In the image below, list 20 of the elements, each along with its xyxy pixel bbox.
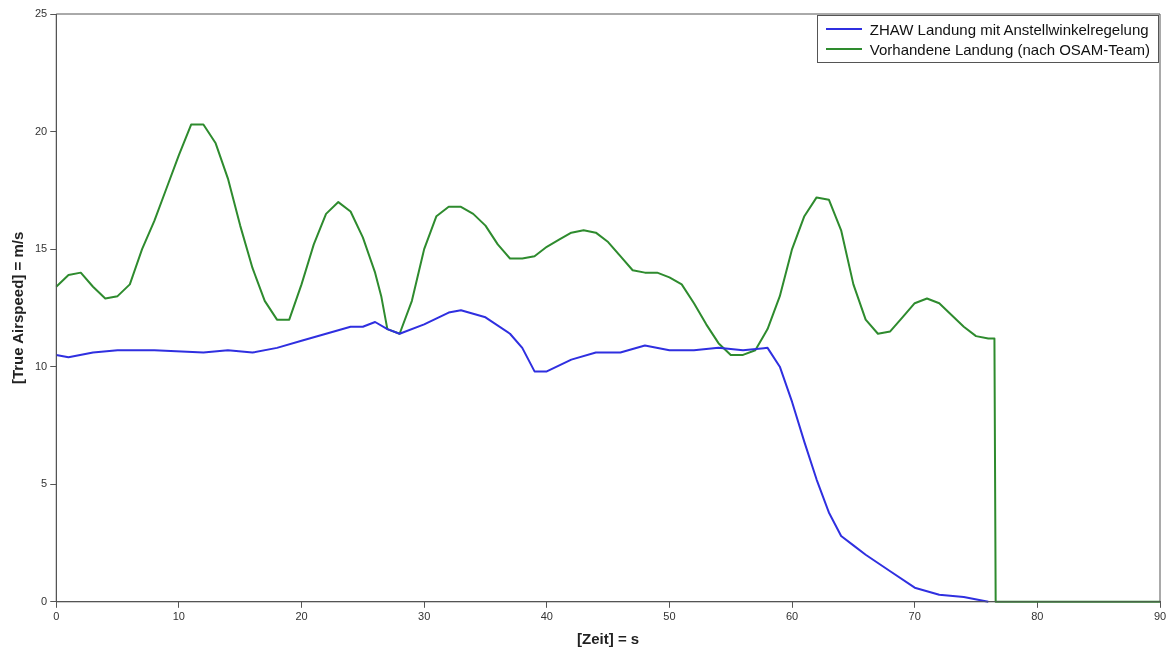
- y-tick-label: 5: [41, 477, 48, 490]
- y-tick-label: 20: [34, 124, 48, 137]
- y-axis-title: [True Airspeed] = m/s: [9, 231, 27, 385]
- x-tick-label: 50: [663, 610, 676, 623]
- x-tick-label: 90: [1153, 610, 1167, 623]
- x-tick-label: 40: [540, 610, 553, 623]
- x-tick-label: 80: [1031, 610, 1044, 623]
- x-tick-label: 20: [295, 610, 308, 623]
- x-tick-label: 70: [908, 610, 921, 623]
- x-tick-label: 10: [172, 610, 185, 623]
- y-tick-label: 0: [41, 594, 48, 607]
- legend-label: ZHAW Landung mit Anstellwinkelregelung: [868, 19, 1150, 39]
- y-tick-label: 25: [34, 7, 48, 20]
- legend-label: Vorhandene Landung (nach OSAM-Team): [868, 39, 1150, 59]
- y-tick-label: 10: [34, 359, 48, 372]
- y-tick-label: 15: [34, 242, 48, 255]
- x-axis-title: [Zeit] = s: [577, 630, 640, 648]
- x-tick-label: 0: [53, 610, 60, 623]
- x-tick-label: 30: [418, 610, 431, 623]
- x-tick-label: 60: [785, 610, 799, 623]
